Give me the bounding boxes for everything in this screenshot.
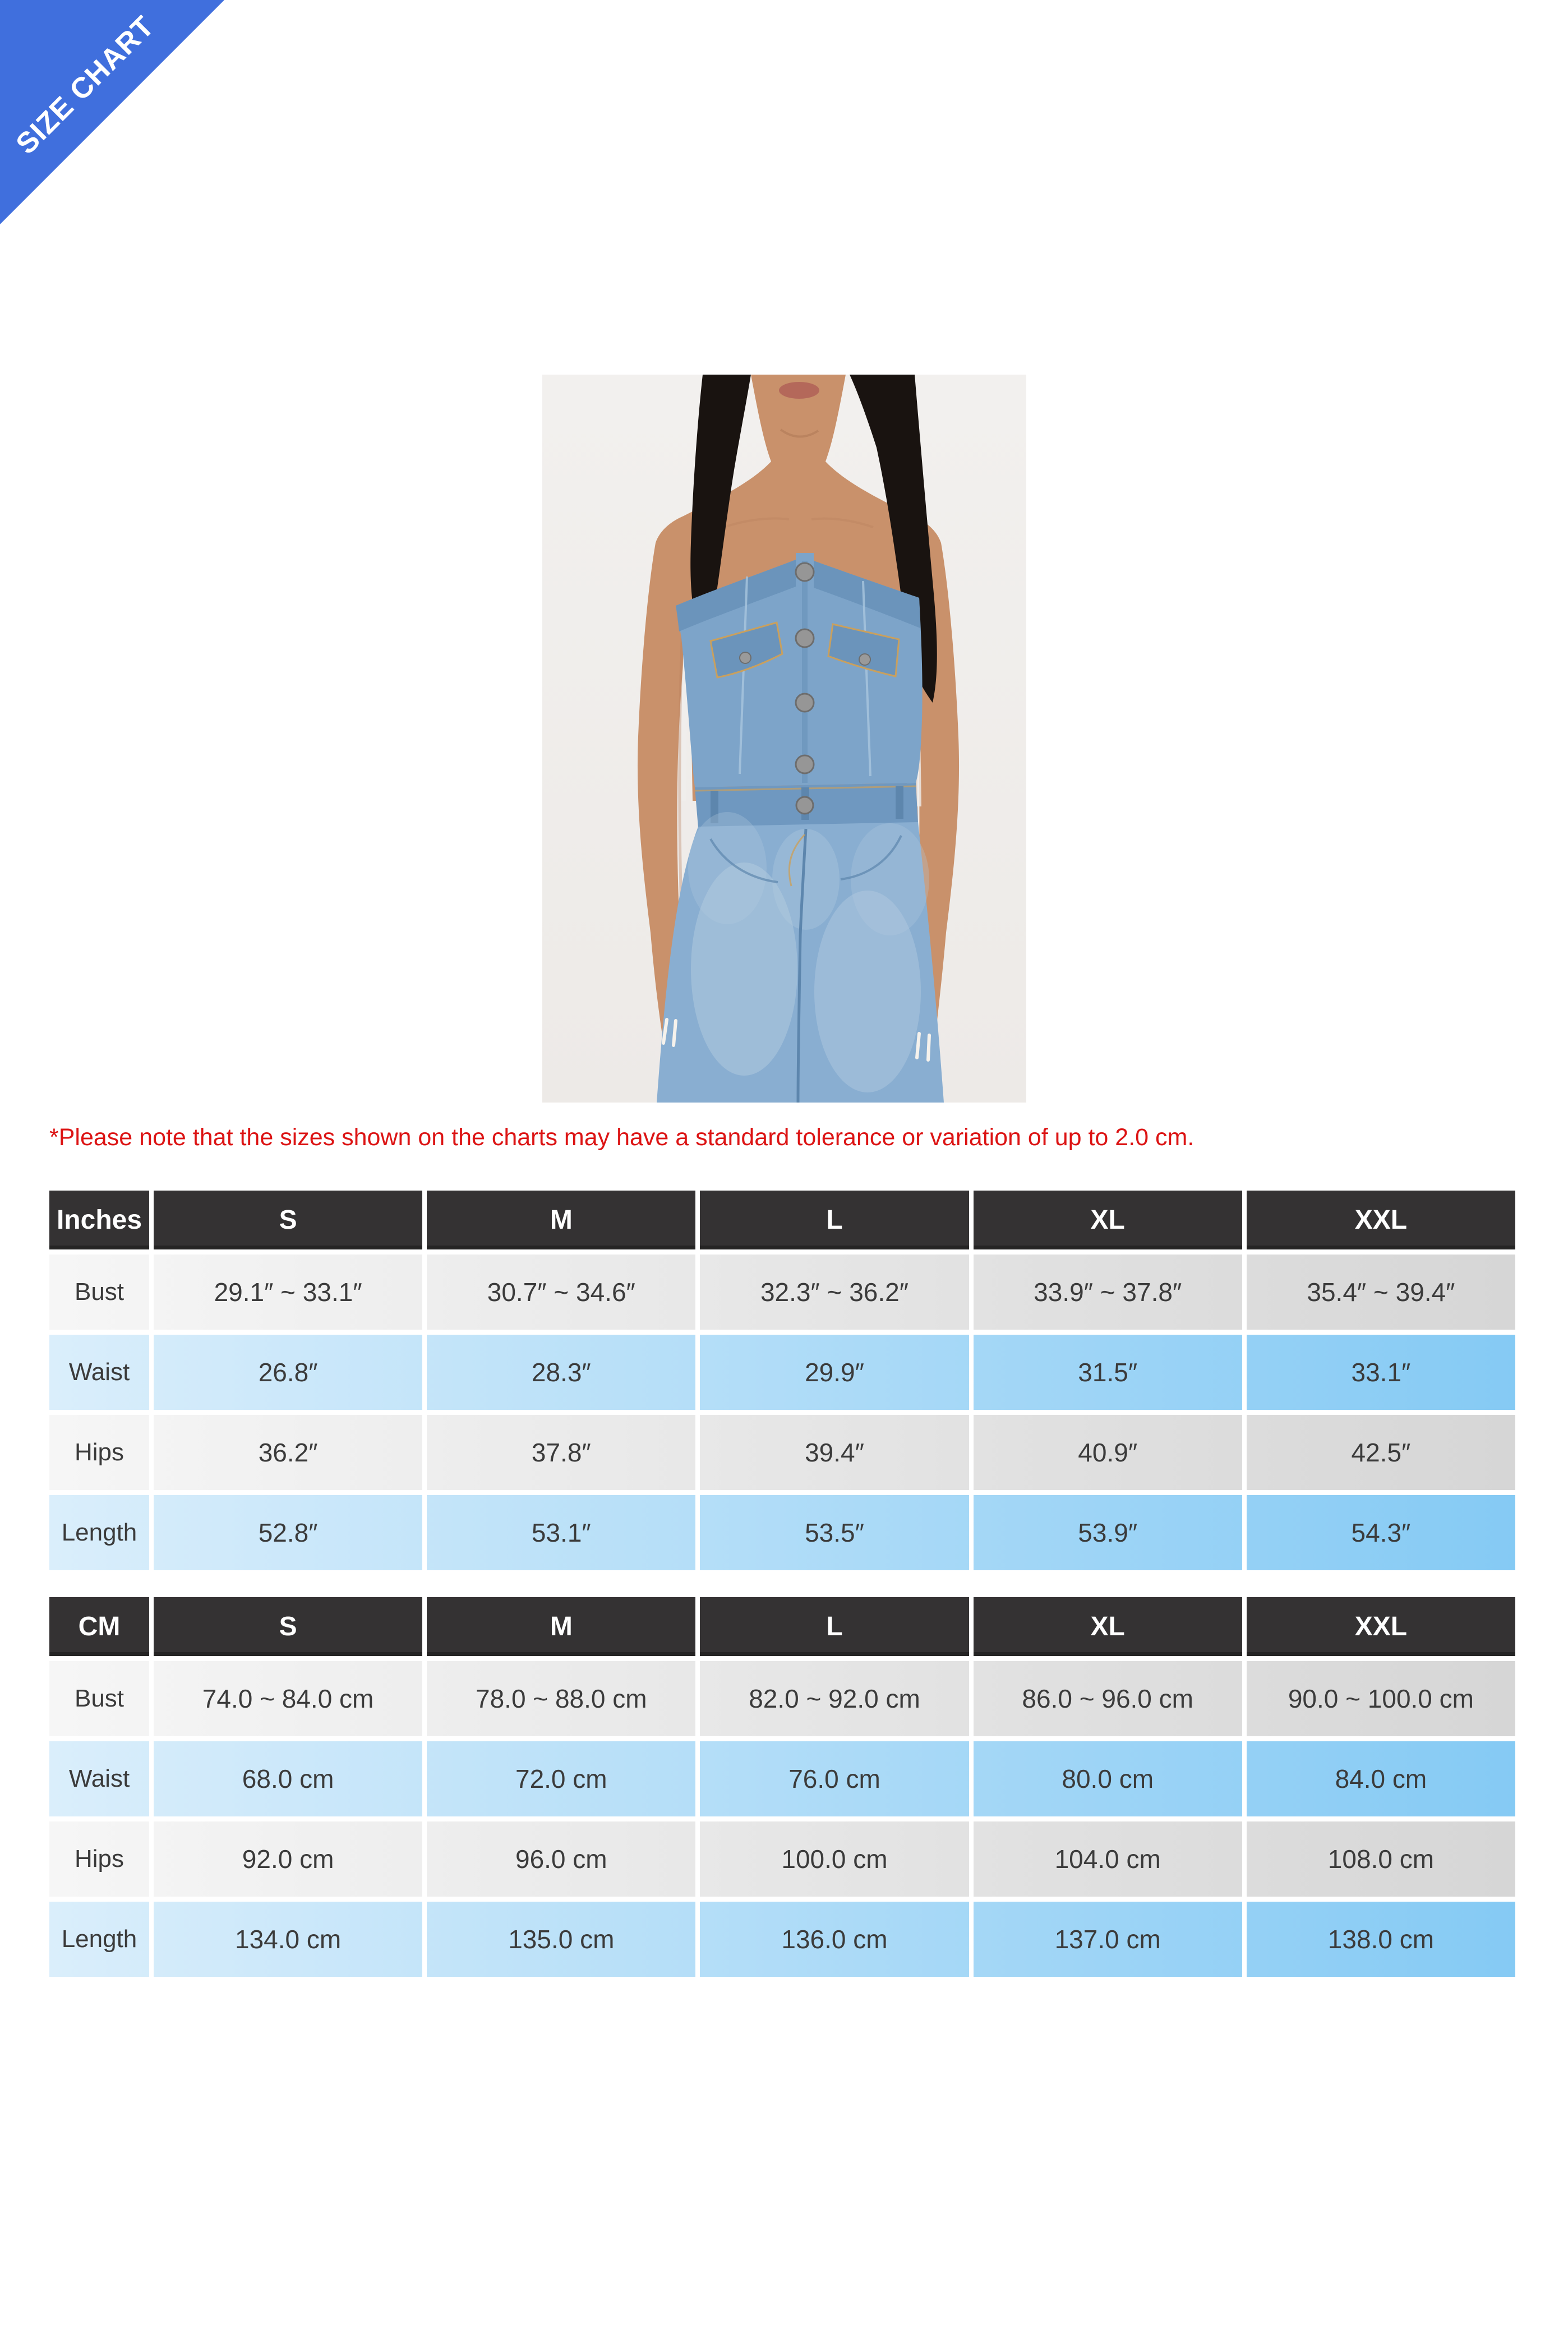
denim-top <box>676 553 923 787</box>
cell-s: 92.0 cm <box>149 1821 422 1897</box>
table-header-row: CM S M L XL XXL <box>49 1597 1515 1656</box>
cell-xl: 86.0 ~ 96.0 cm <box>969 1661 1242 1736</box>
cell-xl: 53.9″ <box>969 1495 1242 1570</box>
cell-l: 53.5″ <box>695 1495 969 1570</box>
cell-l: 29.9″ <box>695 1335 969 1410</box>
cell-s: 26.8″ <box>149 1335 422 1410</box>
row-hips: Hips 36.2″ 37.8″ 39.4″ 40.9″ 42.5″ <box>49 1415 1515 1490</box>
buttons <box>795 562 815 774</box>
cell-l: 136.0 cm <box>695 1902 969 1977</box>
row-waist: Waist 68.0 cm 72.0 cm 76.0 cm 80.0 cm 84… <box>49 1741 1515 1816</box>
cell-xl: 104.0 cm <box>969 1821 1242 1897</box>
row-bust: Bust 74.0 ~ 84.0 cm 78.0 ~ 88.0 cm 82.0 … <box>49 1661 1515 1736</box>
row-label: Waist <box>68 1765 130 1792</box>
cell-l: 76.0 cm <box>695 1741 969 1816</box>
header-cell-xxl: XXL <box>1242 1191 1515 1249</box>
nails <box>662 1018 931 1062</box>
header-cell-l: L <box>695 1191 969 1249</box>
cell-xxl: 138.0 cm <box>1242 1902 1515 1977</box>
header-cell-s: S <box>149 1597 422 1656</box>
cell-xxl: 54.3″ <box>1242 1495 1515 1570</box>
row-label: Bust <box>74 1278 124 1306</box>
row-label: Length <box>61 1519 137 1546</box>
header-cell-m: M <box>422 1597 695 1656</box>
model-illustration <box>542 375 1026 1103</box>
unit-header-cell: Inches <box>49 1191 149 1249</box>
row-label: Bust <box>74 1685 124 1712</box>
header-cell-xxl: XXL <box>1242 1597 1515 1656</box>
cell-m: 28.3″ <box>422 1335 695 1410</box>
row-bust: Bust 29.1″ ~ 33.1″ 30.7″ ~ 34.6″ 32.3″ ~… <box>49 1255 1515 1330</box>
cell-xxl: 42.5″ <box>1242 1415 1515 1490</box>
cell-xxl: 90.0 ~ 100.0 cm <box>1242 1661 1515 1736</box>
cell-m: 53.1″ <box>422 1495 695 1570</box>
cell-m: 72.0 cm <box>422 1741 695 1816</box>
cell-m: 78.0 ~ 88.0 cm <box>422 1661 695 1736</box>
cell-l: 82.0 ~ 92.0 cm <box>695 1661 969 1736</box>
cell-xxl: 35.4″ ~ 39.4″ <box>1242 1255 1515 1330</box>
size-table-inches: Inches S M L XL XXL Bust 29.1″ ~ 33.1″ 3… <box>49 1191 1515 1570</box>
cell-s: 134.0 cm <box>149 1902 422 1977</box>
row-length: Length 52.8″ 53.1″ 53.5″ 53.9″ 54.3″ <box>49 1495 1515 1570</box>
lips <box>779 382 819 399</box>
cell-s: 74.0 ~ 84.0 cm <box>149 1661 422 1736</box>
cell-m: 96.0 cm <box>422 1821 695 1897</box>
row-label: Length <box>61 1925 137 1953</box>
cell-xl: 33.9″ ~ 37.8″ <box>969 1255 1242 1330</box>
cell-s: 29.1″ ~ 33.1″ <box>149 1255 422 1330</box>
cell-xxl: 33.1″ <box>1242 1335 1515 1410</box>
jeans <box>657 812 944 1103</box>
cell-l: 100.0 cm <box>695 1821 969 1897</box>
header-cell-l: L <box>695 1597 969 1656</box>
cell-m: 135.0 cm <box>422 1902 695 1977</box>
header-cell-m: M <box>422 1191 695 1249</box>
header-cell-xl: XL <box>969 1191 1242 1249</box>
row-label: Waist <box>68 1358 130 1386</box>
cell-m: 37.8″ <box>422 1415 695 1490</box>
cell-s: 36.2″ <box>149 1415 422 1490</box>
cell-xxl: 108.0 cm <box>1242 1821 1515 1897</box>
cell-s: 68.0 cm <box>149 1741 422 1816</box>
table-header-row: Inches S M L XL XXL <box>49 1191 1515 1249</box>
tolerance-disclaimer: *Please note that the sizes shown on the… <box>49 1124 1195 1151</box>
cell-xl: 31.5″ <box>969 1335 1242 1410</box>
row-length: Length 134.0 cm 135.0 cm 136.0 cm 137.0 … <box>49 1902 1515 1977</box>
cell-xxl: 84.0 cm <box>1242 1741 1515 1816</box>
size-table-cm: CM S M L XL XXL Bust 74.0 ~ 84.0 cm 78.0… <box>49 1597 1515 1977</box>
row-hips: Hips 92.0 cm 96.0 cm 100.0 cm 104.0 cm 1… <box>49 1821 1515 1897</box>
pocket-flap-left <box>709 621 783 679</box>
header-cell-xl: XL <box>969 1597 1242 1656</box>
cell-s: 52.8″ <box>149 1495 422 1570</box>
cell-l: 32.3″ ~ 36.2″ <box>695 1255 969 1330</box>
header-cell-s: S <box>149 1191 422 1249</box>
row-waist: Waist 26.8″ 28.3″ 29.9″ 31.5″ 33.1″ <box>49 1335 1515 1410</box>
product-photo <box>542 375 1026 1103</box>
row-label: Hips <box>74 1845 124 1873</box>
cell-xl: 80.0 cm <box>969 1741 1242 1816</box>
cell-m: 30.7″ ~ 34.6″ <box>422 1255 695 1330</box>
pocket-flap-right <box>827 623 900 677</box>
cell-xl: 40.9″ <box>969 1415 1242 1490</box>
cell-xl: 137.0 cm <box>969 1902 1242 1977</box>
unit-header-cell: CM <box>49 1597 149 1656</box>
cell-l: 39.4″ <box>695 1415 969 1490</box>
row-label: Hips <box>74 1438 124 1466</box>
waistband <box>694 783 918 828</box>
